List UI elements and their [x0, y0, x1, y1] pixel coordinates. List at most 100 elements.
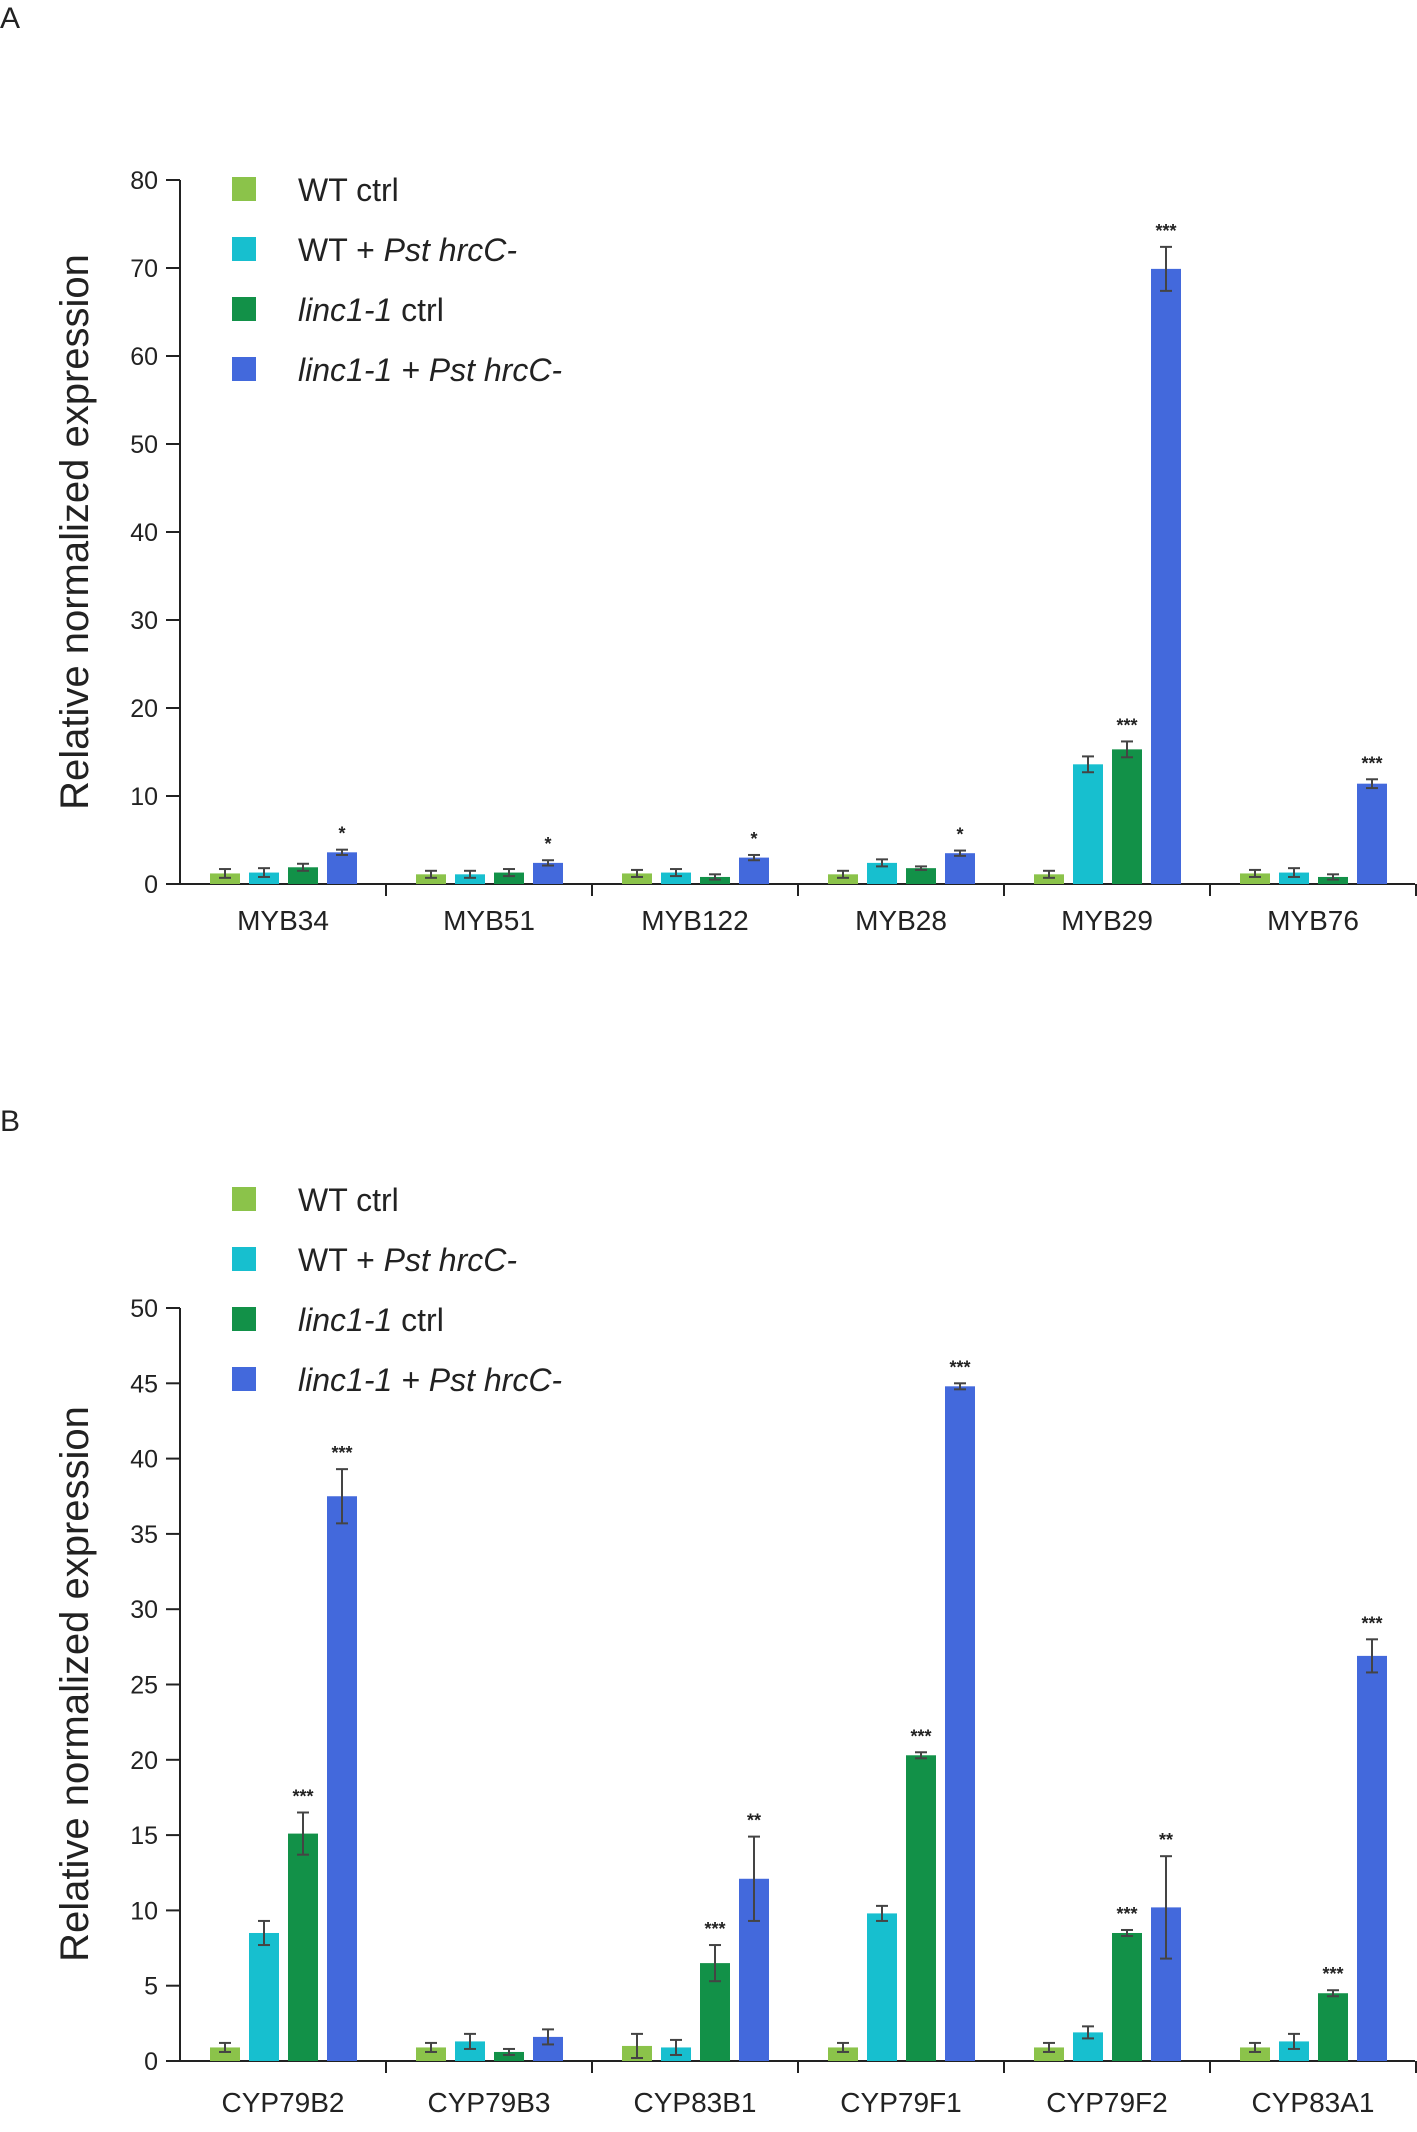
y-tick-label: 10 [130, 783, 158, 811]
bar [249, 872, 279, 884]
bar [1112, 1932, 1142, 2061]
x-category-label: CYP83B1 [634, 2087, 757, 2118]
x-category-label: MYB29 [1061, 905, 1153, 936]
bar [867, 1913, 897, 2061]
bar [1240, 2047, 1270, 2061]
significance-mark: * [338, 824, 345, 844]
significance-mark: *** [331, 1443, 352, 1463]
x-category-label: MYB51 [443, 905, 535, 936]
bar [1279, 2041, 1309, 2061]
legend-swatch [232, 1247, 256, 1271]
legend-swatch [232, 297, 256, 321]
bar [1279, 872, 1309, 884]
significance-mark: * [956, 825, 963, 845]
significance-mark: *** [1361, 1613, 1382, 1633]
legend-text-part: Pst hrcC- [384, 1242, 517, 1278]
bar [288, 867, 318, 884]
panel-label: A [0, 2, 20, 35]
legend-label: linc1-1 + Pst hrcC- [298, 1362, 562, 1398]
significance-mark: *** [949, 1357, 970, 1377]
legend-label: linc1-1 + Pst hrcC- [298, 352, 562, 388]
significance-mark: *** [704, 1919, 725, 1939]
bar [327, 1496, 357, 2061]
y-tick-label: 30 [130, 1596, 158, 1624]
y-tick-label: 0 [144, 871, 158, 899]
legend-label: WT ctrl [298, 172, 399, 208]
legend-text-part: WT ctrl [298, 1182, 399, 1218]
y-tick-label: 30 [130, 607, 158, 635]
y-tick-label: 70 [130, 255, 158, 283]
bar [494, 872, 524, 884]
y-axis-title: Relative normalized expression [53, 1406, 97, 1962]
legend-swatch [232, 357, 256, 381]
x-category-label: MYB34 [237, 905, 329, 936]
significance-mark: *** [1322, 1964, 1343, 1984]
y-axis-title: Relative normalized expression [53, 254, 97, 810]
bar [288, 1833, 318, 2061]
y-tick-label: 25 [130, 1672, 158, 1700]
significance-mark: ** [1159, 1830, 1173, 1850]
significance-mark: *** [1116, 1904, 1137, 1924]
bar [1112, 749, 1142, 884]
y-tick-label: 5 [144, 1973, 158, 2001]
bar [533, 862, 563, 884]
legend-text-part: WT + [298, 1242, 384, 1278]
bar [416, 2047, 446, 2061]
panel-a-chart: A 0 10 20 30 40 50 60 70 80 Relative normalized ex… [0, 2, 1417, 936]
legend-text-part: WT ctrl [298, 172, 399, 208]
legend-label: linc1-1 ctrl [298, 1302, 444, 1338]
bar [455, 874, 485, 884]
legend-label: WT ctrl [298, 1182, 399, 1218]
legend-swatch [232, 177, 256, 201]
legend-text-part: WT + [298, 232, 384, 268]
x-category-label: CYP83A1 [1252, 2087, 1375, 2118]
bar [906, 1755, 936, 2061]
bar [945, 853, 975, 884]
significance-mark: *** [292, 1787, 313, 1807]
bar [1357, 1655, 1387, 2061]
significance-mark: * [544, 834, 551, 854]
bar [1240, 873, 1270, 884]
bar [739, 857, 769, 884]
bar [1357, 783, 1387, 884]
y-tick-label: 80 [130, 167, 158, 195]
bar [210, 2047, 240, 2061]
y-tick-label: 45 [130, 1370, 158, 1398]
y-tick-label: 15 [130, 1822, 158, 1850]
panel-b-chart: B 0 5 10 15 20 25 30 35 40 45 50 Relative normalized… [0, 1105, 1417, 2118]
bar [906, 868, 936, 884]
legend-swatch [232, 1187, 256, 1211]
legend-label: WT + Pst hrcC- [298, 232, 517, 268]
significance-mark: ** [747, 1811, 761, 1831]
legend-text-part: ctrl [392, 292, 444, 328]
y-tick-label: 40 [130, 1446, 158, 1474]
y-tick-label: 20 [130, 1747, 158, 1775]
y-tick-label: 0 [144, 2048, 158, 2076]
x-category-label: CYP79F2 [1046, 2087, 1167, 2118]
legend-text-part: linc1-1 + Pst hrcC- [298, 1362, 562, 1398]
legend-text-part: linc1-1 + Pst hrcC- [298, 352, 562, 388]
legend-swatch [232, 1367, 256, 1391]
bar [867, 862, 897, 884]
bar [661, 872, 691, 884]
legend-label: WT + Pst hrcC- [298, 1242, 517, 1278]
bar [945, 1386, 975, 2061]
significance-mark: * [750, 829, 757, 849]
bar [416, 874, 446, 884]
bar [828, 2047, 858, 2061]
bar [1034, 874, 1064, 884]
y-tick-label: 60 [130, 343, 158, 371]
bar [249, 1932, 279, 2061]
panel-label: B [0, 1105, 20, 1138]
bar [327, 852, 357, 884]
bar [1034, 2047, 1064, 2061]
bar [828, 874, 858, 884]
bar [1073, 764, 1103, 884]
significance-mark: *** [1361, 753, 1382, 773]
significance-mark: *** [910, 1726, 931, 1746]
x-category-label: MYB28 [855, 905, 947, 936]
y-tick-label: 40 [130, 519, 158, 547]
bar [1318, 1993, 1348, 2061]
bar [1151, 268, 1181, 884]
